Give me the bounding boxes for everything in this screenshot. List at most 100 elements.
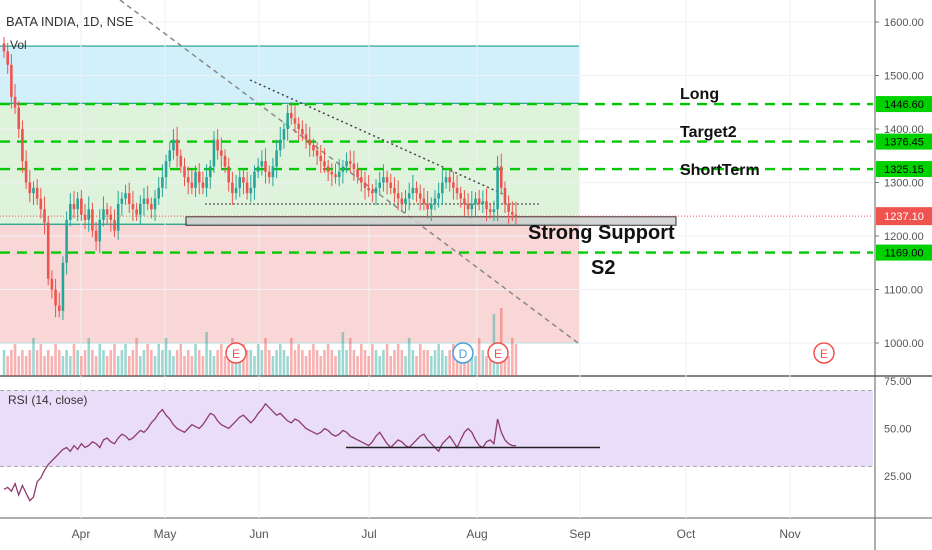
earnings-marker: D xyxy=(452,342,474,364)
candle-body xyxy=(290,112,293,119)
candle-body xyxy=(72,203,76,210)
volume-bar xyxy=(168,350,172,376)
volume-bar xyxy=(227,350,230,376)
volume-bar xyxy=(175,350,179,376)
volume-bar xyxy=(429,356,433,376)
candle-body xyxy=(83,214,87,220)
candle-body xyxy=(323,161,326,167)
volume-bar xyxy=(282,350,286,376)
level-badge xyxy=(876,133,932,150)
candle-body xyxy=(418,193,422,199)
volume-bar xyxy=(385,344,389,376)
candle-body xyxy=(341,166,345,172)
candle-body xyxy=(485,201,488,210)
candle-body xyxy=(466,203,470,210)
volume-bar xyxy=(433,350,437,376)
candle-body xyxy=(98,219,102,242)
volume-bar xyxy=(57,350,61,376)
volume-bar xyxy=(400,350,404,376)
level-badge xyxy=(876,244,932,261)
candle-body xyxy=(69,203,72,220)
volume-bar xyxy=(190,356,194,376)
volume-bar xyxy=(208,350,212,376)
candle-body xyxy=(109,214,113,220)
volume-bar xyxy=(69,356,72,376)
candle-body xyxy=(24,161,28,183)
candle-body xyxy=(175,139,179,156)
volume-bar xyxy=(186,350,190,376)
candle-body xyxy=(374,187,378,194)
candle-body xyxy=(146,198,149,204)
time-tick-label: Aug xyxy=(466,527,487,541)
level-badge-label: 1376.45 xyxy=(884,137,924,149)
volume-bar xyxy=(161,350,164,376)
volume-bar xyxy=(514,344,518,376)
volume-bar xyxy=(371,344,374,376)
volume-bar xyxy=(396,344,400,376)
last-price-badge xyxy=(876,207,932,226)
candle-body xyxy=(444,177,448,183)
volume-bar xyxy=(363,350,367,376)
candle-body xyxy=(293,118,297,124)
candle-body xyxy=(437,193,440,199)
price-tick-label: 1000.00 xyxy=(884,338,924,350)
candle-body xyxy=(138,203,142,215)
candle-body xyxy=(367,187,370,191)
candle-body xyxy=(363,182,367,188)
candle-body xyxy=(334,174,337,178)
volume-bar xyxy=(260,350,264,376)
candle-body xyxy=(256,166,260,172)
time-tick-label: Nov xyxy=(779,527,800,541)
volume-bar xyxy=(345,350,348,376)
earnings-marker: E xyxy=(813,342,835,364)
candle-body xyxy=(61,262,65,311)
volume-bar xyxy=(312,344,315,376)
candle-body xyxy=(301,129,304,135)
price-tick-label: 1400.00 xyxy=(884,124,924,136)
candle-body xyxy=(87,209,91,220)
candle-body xyxy=(157,187,160,199)
level-badge xyxy=(876,96,932,113)
volume-bar xyxy=(382,350,385,376)
candle-body xyxy=(411,187,415,194)
volume-bar xyxy=(39,344,43,376)
candle-body xyxy=(315,150,319,156)
volume-bar xyxy=(194,344,197,376)
level-badge-label: 1325.15 xyxy=(884,164,924,176)
volume-bar xyxy=(511,338,514,376)
volume-bar xyxy=(477,338,481,376)
volume-bar xyxy=(389,356,393,376)
candle-body xyxy=(57,305,61,311)
candle-body xyxy=(400,198,404,204)
candle-body xyxy=(326,166,330,172)
volume-bar xyxy=(253,356,256,376)
volume-bar xyxy=(54,344,57,376)
volume-bar xyxy=(80,356,83,376)
candle-body xyxy=(407,193,411,199)
price-zones xyxy=(0,45,579,344)
candle-body xyxy=(441,182,444,194)
volume-bar xyxy=(116,356,120,376)
volume-bar xyxy=(120,350,124,376)
candle-body xyxy=(297,123,300,129)
candle-body xyxy=(135,209,138,215)
candle-body xyxy=(503,187,507,204)
rsi-label: RSI (14, close) xyxy=(8,393,87,407)
candle-body xyxy=(448,177,451,183)
candle-body xyxy=(422,198,426,204)
volume-bar xyxy=(326,344,330,376)
candle-body xyxy=(212,139,216,167)
volume-bar xyxy=(10,350,13,376)
volume-bar xyxy=(105,356,109,376)
support-annotation: Strong Support xyxy=(528,222,675,244)
volume-bar xyxy=(32,338,35,376)
candle-body xyxy=(161,177,164,188)
candle-body xyxy=(477,198,481,204)
candle-body xyxy=(271,166,275,178)
candle-body xyxy=(499,166,503,188)
price-tick-label: 1200.00 xyxy=(884,231,924,243)
volume-bar xyxy=(407,338,411,376)
candle-body xyxy=(10,64,13,97)
candle-body xyxy=(337,171,341,178)
